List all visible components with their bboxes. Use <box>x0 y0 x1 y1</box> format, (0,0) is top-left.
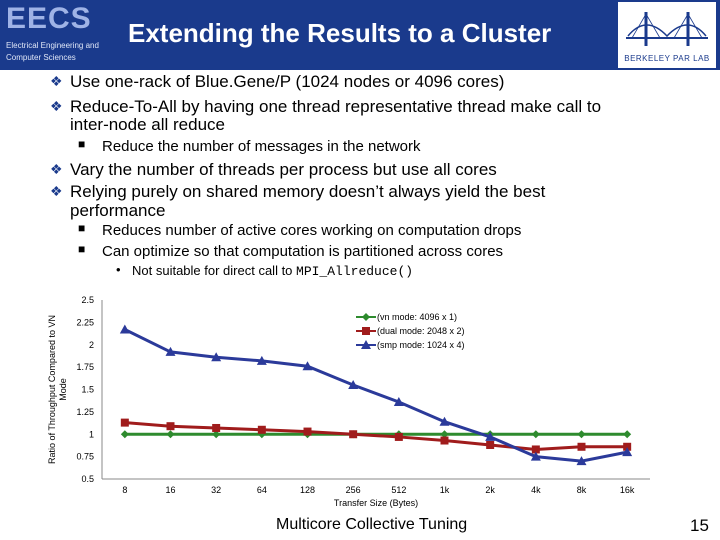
y-tick-label: 2 <box>89 340 94 350</box>
x-tick-label: 256 <box>346 485 361 495</box>
bridge-icon <box>626 12 708 46</box>
diamond-marker <box>212 430 221 439</box>
diamond-bullet-icon: ❖ <box>50 98 63 114</box>
slide-header: EECS Electrical Engineering and Computer… <box>0 0 720 70</box>
x-tick-label: 8 <box>122 485 127 495</box>
triangle-marker <box>393 397 404 407</box>
x-tick-label: 4k <box>531 485 541 495</box>
series-triangle <box>119 324 633 466</box>
par-lab-logo: BERKELEY PAR LAB <box>618 2 716 68</box>
triangle-marker <box>302 361 313 371</box>
x-tick-label: 2k <box>485 485 495 495</box>
y-tick-label: 2.5 <box>81 295 94 305</box>
y-tick-label: 1.5 <box>81 385 94 395</box>
square-marker <box>257 425 266 434</box>
triangle-marker <box>256 355 267 365</box>
footer-title: Multicore Collective Tuning <box>276 516 468 533</box>
square-marker <box>212 423 221 432</box>
square-marker <box>362 327 370 335</box>
diamond-marker <box>362 313 370 321</box>
triangle-marker <box>348 380 359 390</box>
x-tick-label: 64 <box>257 485 267 495</box>
diamond-marker <box>531 430 540 439</box>
square-marker <box>440 436 449 445</box>
series-line <box>124 328 628 463</box>
chart-legend: (vn mode: 4096 x 1) (dual mode: 2048 x 2)… <box>356 312 465 350</box>
x-tick-label: 16k <box>620 485 635 495</box>
legend-label: (vn mode: 4096 x 1) <box>377 312 457 322</box>
eecs-logo: EECS <box>6 2 92 35</box>
square-marker <box>303 427 312 436</box>
triangle-marker <box>485 431 496 441</box>
y-axis-label: Ratio of Throughput Compared to VNMode <box>47 315 68 464</box>
dot-bullet-icon: • <box>116 262 121 277</box>
square-bullet-icon: ■ <box>78 221 86 235</box>
square-marker <box>120 418 129 427</box>
legend-label: (smp mode: 1024 x 4) <box>377 340 465 350</box>
square-marker <box>394 432 403 441</box>
diamond-bullet-icon: ❖ <box>50 73 63 89</box>
eecs-logo-subtitle: Electrical Engineering and Computer Scie… <box>6 41 99 62</box>
x-tick-label: 128 <box>300 485 315 495</box>
triangle-marker <box>576 456 587 466</box>
chart-series <box>119 324 633 466</box>
square-bullet-icon: ■ <box>78 137 86 151</box>
square-marker <box>577 442 586 451</box>
y-axis-label-line: Mode <box>58 378 68 401</box>
y-tick-label: 0.5 <box>81 474 94 484</box>
y-tick-label: 1.75 <box>76 362 94 372</box>
y-tick-label: 1.25 <box>76 407 94 417</box>
triangle-marker <box>439 416 450 426</box>
x-axis-label: Transfer Size (Bytes) <box>334 498 418 508</box>
throughput-ratio-chart: 0.5 0.75 1 1.25 1.5 1.75 2 2.25 2.5 8 16 32 64 128 256… <box>47 295 650 508</box>
chart-axes: 0.5 0.75 1 1.25 1.5 1.75 2 2.25 2.5 8 16 32 64 128 256… <box>47 295 650 508</box>
x-tick-label: 16 <box>165 485 175 495</box>
triangle-marker <box>361 340 371 349</box>
triangle-marker <box>622 447 633 457</box>
diamond-marker <box>120 430 129 439</box>
square-marker <box>531 445 540 454</box>
triangle-marker <box>119 324 130 334</box>
series-line <box>124 421 628 451</box>
page-number: 15 <box>690 516 709 535</box>
slide-title: Extending the Results to a Cluster <box>128 18 552 48</box>
square-marker <box>623 442 632 451</box>
y-axis-label-line: Ratio of Throughput Compared to VN <box>47 315 57 464</box>
square-marker <box>349 430 358 439</box>
x-tick-label: 32 <box>211 485 221 495</box>
x-tick-label: 1k <box>440 485 450 495</box>
x-tick-label: 8k <box>577 485 587 495</box>
par-lab-logo-text: BERKELEY PAR LAB <box>624 54 710 63</box>
series-square <box>120 418 632 454</box>
diamond-marker <box>577 430 586 439</box>
diamond-marker <box>166 430 175 439</box>
y-tick-label: 0.75 <box>76 452 94 462</box>
y-tick-label: 2.25 <box>76 317 94 327</box>
diamond-marker <box>623 430 632 439</box>
triangle-marker <box>165 346 176 356</box>
square-marker <box>486 440 495 449</box>
triangle-marker <box>211 352 222 362</box>
diamond-marker <box>440 430 449 439</box>
legend-label: (dual mode: 2048 x 2) <box>377 326 465 336</box>
triangle-marker <box>530 451 541 461</box>
y-tick-label: 1 <box>89 429 94 439</box>
x-tick-label: 512 <box>391 485 406 495</box>
square-marker <box>166 422 175 431</box>
diamond-bullet-icon: ❖ <box>50 161 63 177</box>
diamond-bullet-icon: ❖ <box>50 183 63 199</box>
square-bullet-icon: ■ <box>78 242 86 256</box>
